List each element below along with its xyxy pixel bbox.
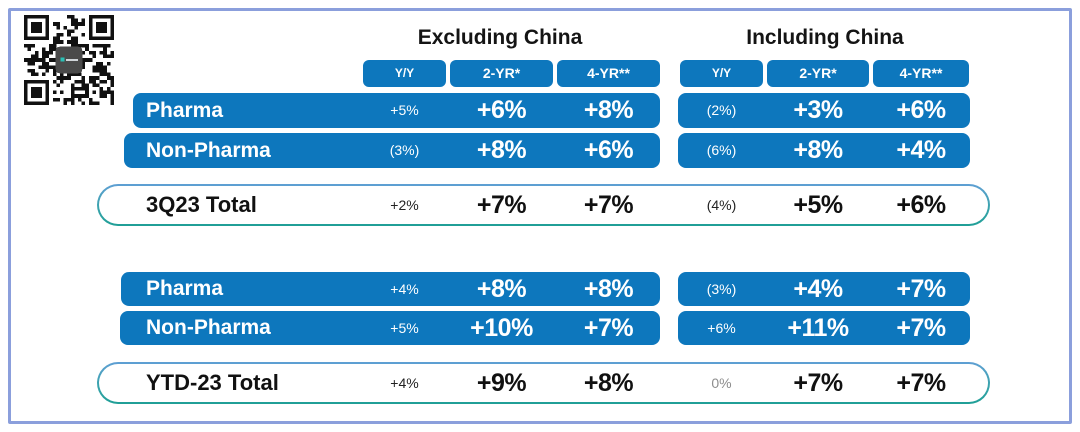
value-cell: +7% bbox=[896, 275, 946, 303]
value-cell: +7% bbox=[896, 314, 946, 342]
table-row bbox=[678, 272, 970, 306]
value-cell: +6% bbox=[896, 96, 946, 124]
value-cell: +8% bbox=[583, 275, 634, 303]
total-row-label: 3Q23 Total bbox=[146, 192, 257, 217]
column-header-4yr-incl: 4-YR** bbox=[873, 60, 969, 87]
total-row-label: YTD-23 Total bbox=[146, 370, 279, 395]
total-row bbox=[97, 184, 990, 226]
value-cell: +6% bbox=[707, 320, 736, 336]
value-cell: +6% bbox=[896, 191, 946, 219]
value-cell: +8% bbox=[583, 96, 634, 124]
group-title-including-china: Including China bbox=[746, 26, 904, 49]
value-cell: 0% bbox=[711, 375, 732, 391]
value-cell: (4%) bbox=[706, 197, 737, 213]
value-cell: +2% bbox=[390, 197, 419, 213]
value-cell: +9% bbox=[476, 369, 527, 397]
value-cell: +7% bbox=[583, 314, 634, 342]
value-cell: +7% bbox=[896, 369, 946, 397]
row-label: Pharma bbox=[146, 277, 224, 300]
value-cell: (3%) bbox=[389, 142, 420, 158]
table-row bbox=[120, 311, 660, 345]
table-row bbox=[678, 93, 970, 128]
value-cell: +8% bbox=[583, 369, 634, 397]
value-cell: +4% bbox=[896, 136, 946, 164]
value-cell: (2%) bbox=[706, 102, 737, 118]
column-header-yy-incl: Y/Y bbox=[680, 60, 763, 87]
qr-code-icon bbox=[24, 15, 114, 105]
total-row bbox=[97, 362, 990, 404]
value-cell: +8% bbox=[476, 136, 527, 164]
value-cell: +5% bbox=[390, 320, 419, 336]
value-cell: +5% bbox=[793, 191, 843, 219]
value-cell: +7% bbox=[476, 191, 527, 219]
table-row bbox=[124, 133, 660, 168]
value-cell: +4% bbox=[390, 375, 419, 391]
value-cell: +8% bbox=[793, 136, 843, 164]
value-cell: +3% bbox=[793, 96, 843, 124]
column-header-2yr-excl: 2-YR* bbox=[450, 60, 553, 87]
value-cell: +4% bbox=[793, 275, 843, 303]
table-row bbox=[678, 133, 970, 168]
group-title-excluding-china: Excluding China bbox=[417, 26, 583, 49]
value-cell: +7% bbox=[793, 369, 843, 397]
value-cell: +11% bbox=[787, 314, 849, 342]
value-cell: +7% bbox=[583, 191, 634, 219]
column-header-yy-excl: Y/Y bbox=[363, 60, 446, 87]
table-row bbox=[133, 93, 660, 128]
value-cell: (6%) bbox=[706, 142, 737, 158]
table-row bbox=[121, 272, 660, 306]
value-cell: +6% bbox=[583, 136, 634, 164]
table-row bbox=[678, 311, 970, 345]
row-label: Pharma bbox=[146, 99, 224, 122]
value-cell: +8% bbox=[476, 275, 527, 303]
row-label: Non-Pharma bbox=[146, 139, 271, 162]
value-cell: +6% bbox=[476, 96, 527, 124]
column-header-2yr-incl: 2-YR* bbox=[767, 60, 869, 87]
value-cell: (3%) bbox=[706, 281, 737, 297]
value-cell: +10% bbox=[470, 314, 533, 342]
row-label: Non-Pharma bbox=[146, 316, 271, 339]
value-cell: +4% bbox=[390, 281, 419, 297]
value-cell: +5% bbox=[390, 102, 419, 118]
column-header-4yr-excl: 4-YR** bbox=[557, 60, 660, 87]
